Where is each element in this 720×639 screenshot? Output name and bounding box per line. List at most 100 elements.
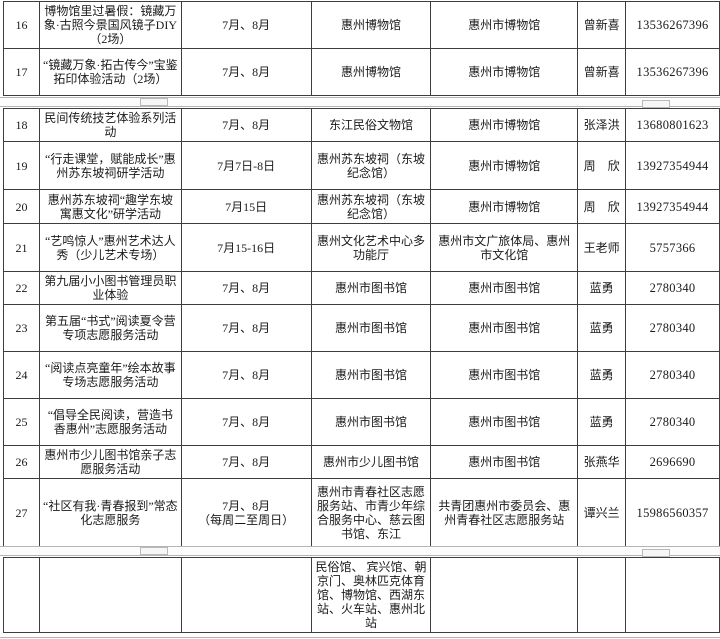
cell-contact[interactable]: 蓝勇 [577, 398, 627, 446]
cell-activity[interactable]: 民间传统技艺体验系列活动 [38, 108, 182, 142]
cell-date[interactable]: 7月、8月 [180, 445, 312, 479]
cell-organizer[interactable] [430, 557, 579, 633]
cell-no[interactable]: 25 [3, 398, 40, 446]
cell-phone[interactable]: 5757366 [625, 223, 720, 272]
cell-date[interactable]: 7月15日 [180, 189, 312, 224]
cell-organizer[interactable]: 惠州市博物馆 [430, 48, 579, 96]
cell-activity[interactable]: 第九届小小图书管理员职业体验 [38, 271, 182, 305]
cell-no[interactable]: 26 [3, 445, 40, 479]
cell-activity[interactable]: 惠州市少儿图书馆亲子志愿服务活动 [38, 445, 182, 479]
cell-phone[interactable]: 2780340 [625, 271, 720, 305]
cell-activity[interactable]: 第五届“书式”阅读夏令营专项志愿服务活动 [38, 304, 182, 352]
cell-date[interactable]: 7月、8月 [180, 304, 312, 352]
cell-organizer[interactable]: 惠州市图书馆 [430, 304, 579, 352]
table-row: 25 “倡导全民阅读，营造书香惠州”志愿服务活动 7月、8月 惠州市图书馆 惠州市图书馆… [3, 398, 720, 446]
table-section-rows-16-17: 16 博物馆里过暑假：镜藏万象·古照今景国风镜子DIY（2场） 7月、8月 惠州博物馆… [3, 1, 720, 96]
cell-date[interactable]: 7月7日-8日 [180, 141, 312, 190]
cell-venue[interactable]: 惠州苏东坡祠（东坡纪念馆） [310, 189, 432, 224]
cell-venue[interactable]: 民俗馆、 宾兴馆、朝京门、奥林匹克体育馆、博物馆、西湖东站、火车站、惠州北站 [310, 557, 432, 633]
cell-phone[interactable]: 13680801623 [625, 108, 720, 142]
cell-contact[interactable]: 王老师 [577, 223, 627, 272]
cell-no[interactable]: 18 [3, 108, 40, 142]
cell-venue[interactable]: 惠州苏东坡祠（东坡纪念馆） [310, 141, 432, 190]
cell-date[interactable]: 7月、8月 [180, 108, 312, 142]
table-section-continuation: 民俗馆、 宾兴馆、朝京门、奥林匹克体育馆、博物馆、西湖东站、火车站、惠州北站 [3, 557, 720, 633]
cell-contact[interactable]: 曾新喜 [577, 1, 627, 49]
cell-organizer[interactable]: 惠州市博物馆 [430, 141, 579, 190]
cell-date[interactable]: 7月、8月 [180, 351, 312, 399]
page-break-gap-2 [0, 546, 720, 557]
cell-contact[interactable]: 蓝勇 [577, 271, 627, 305]
cell-organizer[interactable]: 共青团惠州市委员会、惠州青春社区志愿服务站 [430, 478, 579, 547]
cell-organizer[interactable]: 惠州市图书馆 [430, 398, 579, 446]
cell-no[interactable] [3, 557, 40, 633]
page-break-bottom-line [0, 637, 720, 639]
cell-contact[interactable]: 张燕华 [577, 445, 627, 479]
cell-phone[interactable]: 13927354944 [625, 189, 720, 224]
cell-activity[interactable]: “阅读点亮童年”绘本故事专场志愿服务活动 [38, 351, 182, 399]
cell-activity[interactable]: 博物馆里过暑假：镜藏万象·古照今景国风镜子DIY（2场） [38, 1, 182, 49]
cell-no[interactable]: 27 [3, 478, 40, 547]
cell-activity[interactable]: “行走课堂，赋能成长”惠州苏东坡祠研学活动 [38, 141, 182, 190]
cell-contact[interactable]: 周 欣 [577, 141, 627, 190]
cell-date[interactable]: 7月、8月 [180, 1, 312, 49]
cell-organizer[interactable]: 惠州市图书馆 [430, 351, 579, 399]
cell-no[interactable]: 24 [3, 351, 40, 399]
cell-no[interactable]: 19 [3, 141, 40, 190]
cell-activity[interactable]: “倡导全民阅读，营造书香惠州”志愿服务活动 [38, 398, 182, 446]
cell-venue[interactable]: 东江民俗文物馆 [310, 108, 432, 142]
cell-date[interactable]: 7月、8月 [180, 48, 312, 96]
schedule-table: 18 民间传统技艺体验系列活动 7月、8月 东江民俗文物馆 惠州市博物馆 张泽洪 13680… [3, 108, 720, 547]
cell-activity[interactable]: “艺鸣惊人”惠州艺术达人秀（少儿艺术专场） [38, 223, 182, 272]
table-section-rows-18-27: 18 民间传统技艺体验系列活动 7月、8月 东江民俗文物馆 惠州市博物馆 张泽洪 13680… [3, 108, 720, 547]
cell-phone[interactable]: 13536267396 [625, 1, 720, 49]
cell-activity[interactable]: “镜藏万象·拓古传今”宝鉴拓印体验活动（2场） [38, 48, 182, 96]
cell-contact[interactable]: 曾新喜 [577, 48, 627, 96]
cell-venue[interactable]: 惠州博物馆 [310, 48, 432, 96]
cell-contact[interactable]: 蓝勇 [577, 351, 627, 399]
cell-venue[interactable]: 惠州市少儿图书馆 [310, 445, 432, 479]
cell-venue[interactable]: 惠州博物馆 [310, 1, 432, 49]
cell-activity[interactable]: “社区有我·青春报到”常态化志愿服务 [38, 478, 182, 547]
cell-venue[interactable]: 惠州市青春社区志愿服务站、市青少年综合服务中心、慈云图书馆、东江 [310, 478, 432, 547]
cell-venue[interactable]: 惠州市图书馆 [310, 398, 432, 446]
cell-phone[interactable]: 13536267396 [625, 48, 720, 96]
cell-organizer[interactable]: 惠州市图书馆 [430, 271, 579, 305]
cell-venue[interactable]: 惠州市图书馆 [310, 271, 432, 305]
cell-no[interactable]: 20 [3, 189, 40, 224]
table-row: 23 第五届“书式”阅读夏令营专项志愿服务活动 7月、8月 惠州市图书馆 惠州市图书馆蓝… [3, 304, 720, 352]
cell-activity[interactable] [38, 557, 182, 633]
cell-contact[interactable] [577, 557, 627, 633]
cell-no[interactable]: 21 [3, 223, 40, 272]
cell-no[interactable]: 22 [3, 271, 40, 305]
cell-date[interactable]: 7月、8月 [180, 398, 312, 446]
cell-phone[interactable]: 2780340 [625, 304, 720, 352]
cell-no[interactable]: 23 [3, 304, 40, 352]
cell-contact[interactable]: 周 欣 [577, 189, 627, 224]
cell-phone[interactable]: 13927354944 [625, 141, 720, 190]
cell-contact[interactable]: 谭兴兰 [577, 478, 627, 547]
cell-organizer[interactable]: 惠州市博物馆 [430, 108, 579, 142]
cell-organizer[interactable]: 惠州市博物馆 [430, 189, 579, 224]
cell-venue[interactable]: 惠州市图书馆 [310, 304, 432, 352]
cell-venue[interactable]: 惠州文化艺术中心多功能厅 [310, 223, 432, 272]
cell-organizer[interactable]: 惠州市文广旅体局、惠州市文化馆 [430, 223, 579, 272]
cell-venue[interactable]: 惠州市图书馆 [310, 351, 432, 399]
cell-phone[interactable] [625, 557, 720, 633]
cell-activity[interactable]: 惠州苏东坡祠“趣学东坡寓惠文化”研学活动 [38, 189, 182, 224]
cell-date[interactable] [180, 557, 312, 633]
cell-no[interactable]: 16 [3, 1, 40, 49]
cell-no[interactable]: 17 [3, 48, 40, 96]
cell-contact[interactable]: 张泽洪 [577, 108, 627, 142]
cell-date[interactable]: 7月、8月 （每周二至周日） [180, 478, 312, 547]
cell-phone[interactable]: 2780340 [625, 398, 720, 446]
cell-organizer[interactable]: 惠州市博物馆 [430, 1, 579, 49]
cell-date[interactable]: 7月、8月 [180, 271, 312, 305]
cell-phone[interactable]: 2780340 [625, 351, 720, 399]
cell-contact[interactable]: 蓝勇 [577, 304, 627, 352]
cell-phone[interactable]: 15986560357 [625, 478, 720, 547]
cell-phone[interactable]: 2696690 [625, 445, 720, 479]
cell-organizer[interactable]: 惠州市图书馆 [430, 445, 579, 479]
cell-date[interactable]: 7月15-16日 [180, 223, 312, 272]
